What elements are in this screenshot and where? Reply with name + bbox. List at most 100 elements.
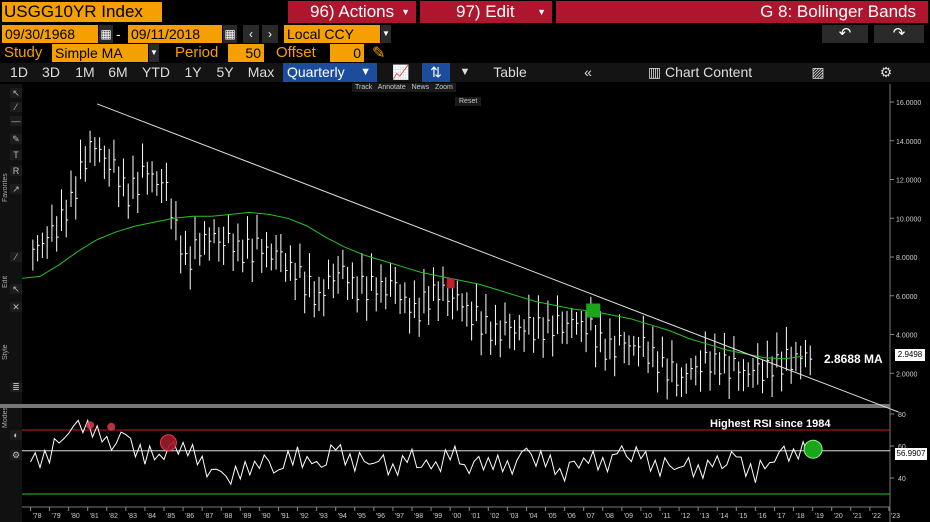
x-tick-label: '91 — [280, 513, 289, 520]
range-1y[interactable]: 1Y — [184, 64, 202, 80]
frequency-label: Quarterly — [287, 64, 345, 80]
x-tick-label: '99 — [433, 513, 442, 520]
date-separator: - — [116, 26, 121, 42]
modes-icon[interactable]: ◐ — [10, 430, 22, 440]
bar-chart-icon: ▥ — [647, 64, 662, 80]
rsi-line — [30, 418, 809, 486]
price-tick-label: 2.0000 — [896, 371, 918, 378]
last-price-badge: 2.9498 — [895, 349, 925, 361]
x-tick-label: '84 — [147, 513, 156, 520]
price-tick-label: 4.0000 — [896, 333, 918, 340]
x-tick-label: '78 — [32, 513, 41, 520]
undo-icon[interactable]: ↶ — [822, 25, 868, 43]
x-tick-label: '08 — [605, 513, 614, 520]
period-label: Period — [175, 44, 219, 61]
chevron-right-icon[interactable]: › — [262, 25, 278, 43]
cursor-icon[interactable]: ↖ — [10, 88, 22, 98]
chevron-down-icon[interactable]: ▼ — [381, 25, 391, 43]
chart-toolbar — [0, 63, 930, 82]
range-ytd[interactable]: YTD — [142, 64, 170, 80]
chevron-left-icon[interactable]: ‹ — [243, 25, 259, 43]
collapse-icon[interactable]: « — [584, 64, 592, 80]
x-tick-label: '19 — [815, 513, 824, 520]
x-tick-label: '79 — [52, 513, 61, 520]
x-tick-label: '13 — [700, 513, 709, 520]
x-tick-label: '98 — [414, 513, 423, 520]
price-tick-label: 8.0000 — [896, 255, 918, 262]
frequency-select[interactable]: Quarterly ▼ — [283, 63, 377, 82]
x-tick-label: '02 — [490, 513, 499, 520]
range-5y[interactable]: 5Y — [216, 64, 234, 80]
gear-icon[interactable]: ⚙ — [10, 450, 22, 460]
price-tick-label: 6.0000 — [896, 294, 918, 301]
panel-separator — [0, 404, 890, 408]
zoom-tool[interactable]: Zoom — [434, 84, 453, 91]
table-button[interactable]: Table — [493, 64, 527, 80]
arrow-icon[interactable]: ↗ — [10, 184, 22, 194]
gear-icon[interactable]: ⚙ — [879, 64, 893, 80]
end-date-field[interactable]: 09/11/2018 — [128, 25, 222, 43]
edit-chart-icon[interactable]: ▨ — [811, 64, 825, 80]
hline-tool-icon[interactable]: — — [10, 116, 22, 126]
rsi-peak-marker — [107, 422, 116, 431]
x-tick-label: '14 — [719, 513, 728, 520]
period-field[interactable]: 50 — [228, 44, 264, 62]
x-axis: '78 '79 '80 '81 '82 '83 '84 '85 '86 '87 '88 '89 '90 '… — [22, 506, 900, 520]
news-tool[interactable]: News — [411, 84, 430, 91]
pencil-icon[interactable]: ✎ — [10, 134, 22, 144]
x-tick-label: '21 — [853, 513, 862, 520]
chevron-down-icon: ▼ — [360, 66, 371, 78]
chevron-down-icon[interactable]: ▼ — [459, 66, 471, 78]
x-tick-label: '88 — [223, 513, 232, 520]
ma-label: 2.8688 MA — [824, 352, 883, 366]
x-tick-label: '03 — [509, 513, 518, 520]
retracement-icon[interactable]: R — [10, 166, 22, 176]
range-max[interactable]: Max — [247, 64, 275, 80]
line-chart-icon[interactable]: 📈 — [392, 64, 410, 80]
rsi-panel: 80 60 40 — [22, 412, 906, 495]
range-1d[interactable]: 1D — [10, 64, 28, 80]
rsi-peak-marker — [86, 421, 95, 430]
text-tool-icon[interactable]: T — [10, 150, 22, 160]
annotate-tool[interactable]: Annotate — [377, 84, 406, 91]
study-select[interactable]: Simple MA — [52, 44, 148, 62]
price-tick-label: 12.0000 — [896, 178, 921, 185]
x-tick-label: '97 — [395, 513, 404, 520]
price-tick-label: 16.0000 — [896, 100, 921, 107]
start-date-field[interactable]: 09/30/1968 — [2, 25, 98, 43]
actions-label: 96) Actions — [310, 2, 395, 21]
x-tick-label: '16 — [757, 513, 766, 520]
redo-icon[interactable]: ↷ — [874, 25, 924, 43]
actions-button[interactable]: 96) Actions ▼ — [288, 1, 416, 23]
range-6m[interactable]: 6M — [108, 64, 128, 80]
pencil-icon[interactable]: ✎ — [372, 45, 386, 62]
eraser-icon[interactable]: ✕ — [10, 302, 22, 312]
chart-content-button[interactable]: ▥ Chart Content — [640, 63, 760, 82]
calendar-icon[interactable]: ▦ — [223, 25, 237, 43]
reset-button[interactable]: Reset — [455, 97, 482, 106]
range-1m[interactable]: 1M — [75, 64, 95, 80]
layers-icon[interactable]: ≣ — [10, 382, 22, 392]
track-tool[interactable]: Track — [355, 84, 373, 91]
offset-field[interactable]: 0 — [330, 44, 364, 62]
ticker-field[interactable]: USGG10YR Index — [2, 2, 162, 22]
calendar-icon[interactable]: ▦ — [99, 25, 113, 43]
candlestick-icon[interactable]: ⇅ — [422, 63, 450, 82]
rsi-tick-label: 80 — [898, 412, 906, 419]
trend-line — [97, 103, 899, 413]
last-rsi-badge: 56.9907 — [895, 448, 927, 460]
chevron-down-icon: ▼ — [537, 7, 546, 17]
line-tool-icon[interactable]: ⁄ — [10, 102, 22, 112]
price-grid: 16.0000 14.0000 12.0000 10.0000 8.0000 6.0000… — [0, 84, 921, 522]
range-3d[interactable]: 3D — [42, 64, 60, 80]
x-tick-label: '22 — [872, 513, 881, 520]
x-tick-label: '83 — [128, 513, 137, 520]
select-icon[interactable]: ↖ — [10, 284, 22, 294]
currency-select[interactable]: Local CCY — [284, 25, 380, 43]
chart-area[interactable]: 16.0000 14.0000 12.0000 10.0000 8.0000 6.0000… — [0, 82, 930, 522]
edit-button[interactable]: 97) Edit ▼ — [420, 1, 552, 23]
price-panel — [21, 103, 899, 413]
x-tick-label: '87 — [204, 513, 213, 520]
chevron-down-icon[interactable]: ▼ — [149, 44, 159, 62]
brush-icon[interactable]: ⁄ — [10, 252, 22, 262]
